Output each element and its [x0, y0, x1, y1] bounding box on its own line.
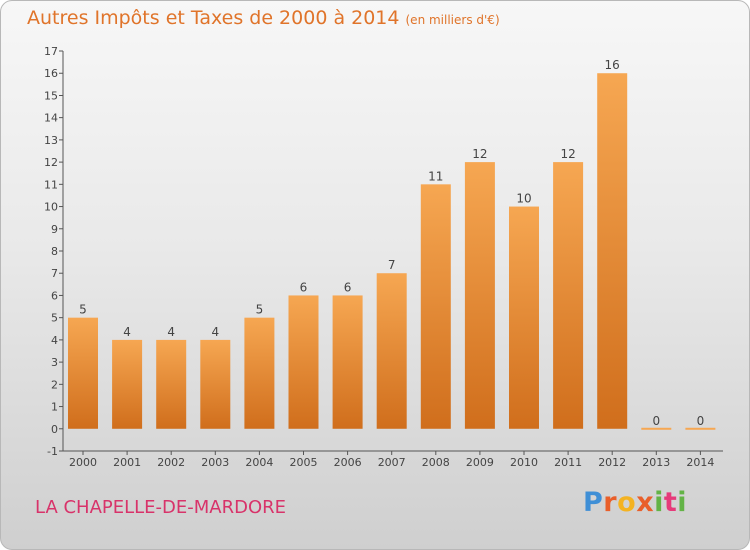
y-tick-label: 7	[51, 267, 58, 280]
x-tick-label: 2000	[69, 456, 97, 469]
y-tick-label: 4	[51, 334, 58, 347]
y-tick-label: 2	[51, 378, 58, 391]
bar	[200, 339, 231, 429]
y-tick-label: 6	[51, 289, 58, 302]
y-tick-label: 8	[51, 245, 58, 258]
x-tick-label: 2011	[554, 456, 582, 469]
x-tick-label: 2004	[245, 456, 273, 469]
bar	[156, 339, 187, 429]
y-tick-label: 11	[44, 178, 58, 191]
x-tick-label: 2002	[157, 456, 185, 469]
y-tick-label: 17	[44, 45, 58, 58]
x-tick-label: 2001	[113, 456, 141, 469]
y-tick-label: 10	[44, 201, 58, 214]
bar	[420, 184, 451, 429]
bar	[685, 427, 716, 430]
data-label: 6	[300, 280, 308, 294]
x-tick-label: 2003	[201, 456, 229, 469]
y-tick-label: 15	[44, 89, 58, 102]
bar	[553, 162, 584, 429]
y-tick-label: 12	[44, 156, 58, 169]
y-tick-label: -1	[47, 445, 58, 458]
data-label: 6	[344, 280, 352, 294]
bar	[464, 162, 495, 429]
y-tick-label: 14	[44, 112, 58, 125]
data-label: 5	[256, 303, 264, 317]
data-label: 12	[472, 147, 487, 161]
y-tick-label: 13	[44, 134, 58, 147]
data-label: 11	[428, 169, 443, 183]
bar	[288, 295, 319, 429]
x-tick-label: 2005	[290, 456, 318, 469]
bar	[597, 73, 628, 429]
y-tick-label: 16	[44, 67, 58, 80]
bar	[641, 427, 672, 430]
y-tick-label: 3	[51, 356, 58, 369]
x-tick-label: 2006	[334, 456, 362, 469]
data-label: 7	[388, 258, 396, 272]
data-label: 0	[652, 414, 660, 428]
bar	[68, 317, 98, 429]
bar	[112, 339, 143, 429]
x-tick-label: 2012	[598, 456, 626, 469]
data-label: 12	[560, 147, 575, 161]
commune-name: LA CHAPELLE-DE-MARDORE	[35, 497, 287, 518]
chart-unit: (en milliers d'€)	[405, 13, 500, 27]
x-tick-label: 2008	[422, 456, 450, 469]
data-label: 0	[697, 414, 705, 428]
x-tick-label: 2013	[642, 456, 670, 469]
data-label: 16	[605, 58, 620, 72]
chart-title-text: Autres Impôts et Taxes de 2000 à 2014	[27, 7, 400, 29]
x-tick-label: 2007	[378, 456, 406, 469]
x-tick-label: 2010	[510, 456, 538, 469]
chart-bars: 5 4 4 4 5 6 6 7 11 12 10 12 16 0 0	[68, 58, 716, 430]
data-label: 5	[79, 303, 87, 317]
chart-title: Autres Impôts et Taxes de 2000 à 2014 (en…	[27, 7, 500, 29]
x-tick-label: 2014	[686, 456, 714, 469]
data-label: 4	[211, 325, 219, 339]
data-label: 4	[123, 325, 131, 339]
data-label: 10	[516, 192, 531, 206]
bar	[509, 206, 539, 429]
y-tick-label: 9	[51, 223, 58, 236]
bar	[376, 273, 407, 429]
x-tick-label: 2009	[466, 456, 494, 469]
data-label: 4	[167, 325, 175, 339]
y-tick-label: 5	[51, 312, 58, 325]
y-tick-label: 0	[51, 423, 58, 436]
y-tick-label: 1	[51, 401, 58, 414]
bar	[332, 295, 363, 429]
bar	[244, 317, 275, 429]
proxiti-logo[interactable]: Proxiti	[583, 487, 688, 518]
